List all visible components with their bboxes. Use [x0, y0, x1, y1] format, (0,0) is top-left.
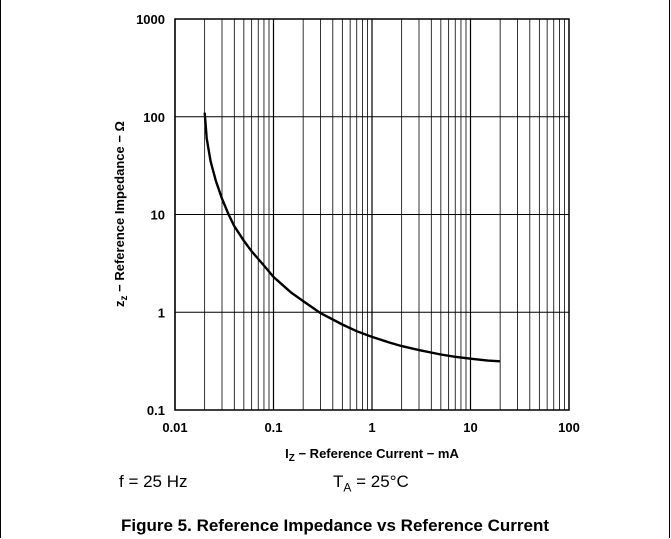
x-tick-label: 0.01 — [162, 420, 187, 435]
x-tick-label: 100 — [558, 420, 580, 435]
frequency-condition: f = 25 Hz — [119, 472, 188, 491]
impedance-chart: 0.01 0.1 1 10 100 0.1 1 10 100 1000 IZ − Referen… — [112, 12, 580, 464]
x-tick-labels: 0.01 0.1 1 10 100 — [162, 420, 580, 435]
temperature-value: = 25°C — [351, 472, 409, 491]
temperature-symbol: T — [333, 472, 344, 491]
x-tick-label: 10 — [463, 420, 477, 435]
x-tick-label: 1 — [368, 420, 375, 435]
plot-border — [174, 18, 570, 411]
y-tick-label: 0.1 — [147, 403, 165, 418]
series-line-impedance — [203, 112, 501, 363]
y-tick-label: 1000 — [136, 12, 165, 27]
x-axis-title: IZ − Reference Current − mA — [285, 446, 459, 464]
y-axis-title: zz − Reference Impedance − Ω — [112, 121, 130, 307]
temperature-subscript: A — [343, 480, 352, 495]
x-tick-label: 0.1 — [264, 420, 282, 435]
y-tick-label: 10 — [151, 208, 165, 223]
chart-grid — [174, 18, 569, 411]
y-tick-label: 100 — [143, 110, 165, 125]
y-tick-label: 1 — [158, 305, 165, 320]
y-tick-labels: 0.1 1 10 100 1000 — [136, 12, 165, 418]
temperature-condition: TA = 25°C — [333, 472, 409, 494]
figure-caption: Figure 5. Reference Impedance vs Referen… — [121, 516, 549, 535]
